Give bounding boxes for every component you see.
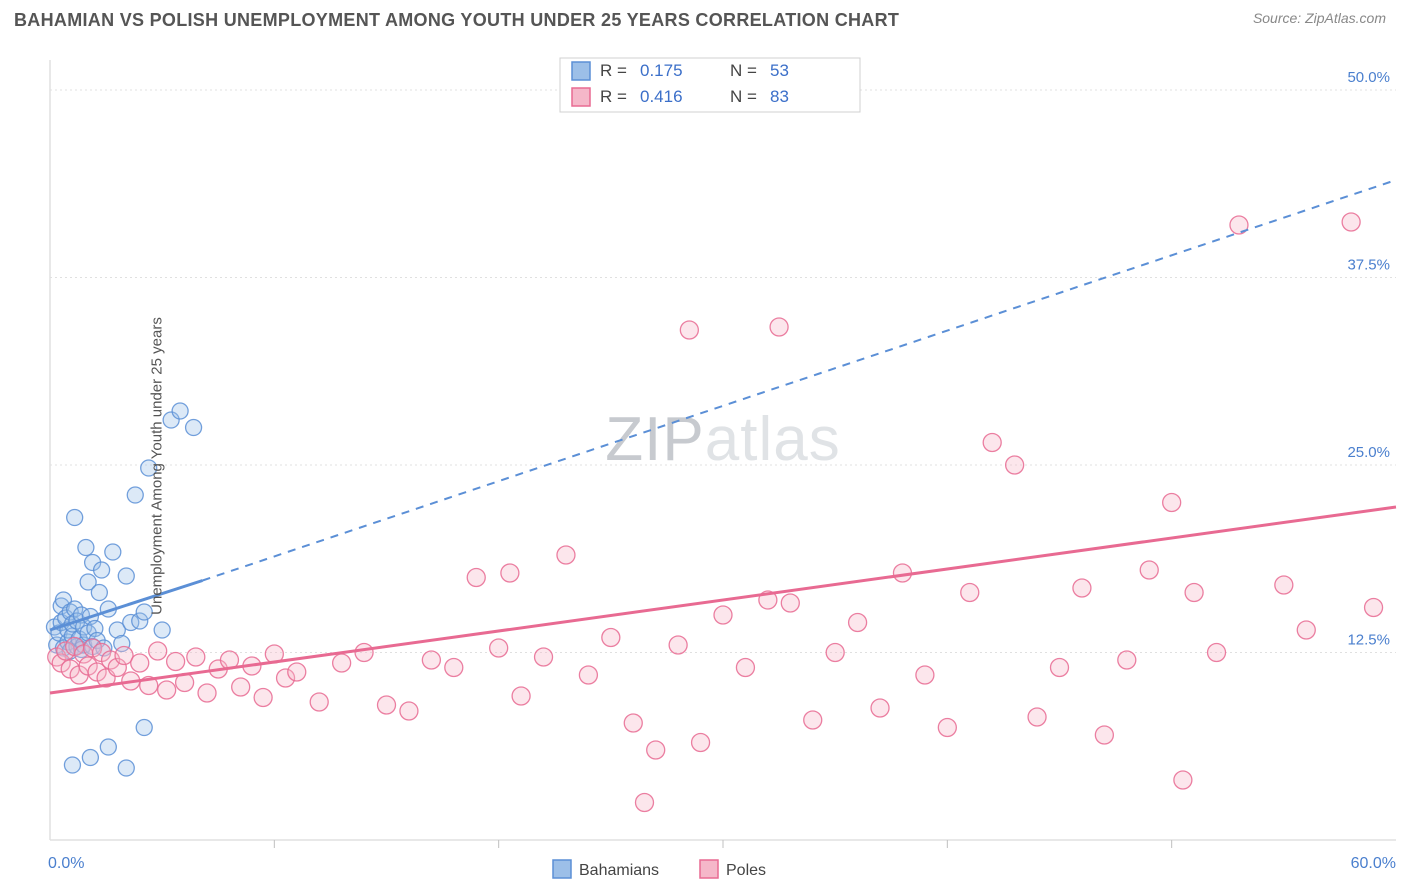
data-point-poles: [490, 639, 508, 657]
data-point-bahamians: [100, 739, 116, 755]
legend-bottom-label-bahamians: Bahamians: [579, 862, 659, 879]
data-point-poles: [149, 642, 167, 660]
data-point-poles: [1185, 584, 1203, 602]
data-point-poles: [938, 719, 956, 737]
data-point-poles: [680, 321, 698, 339]
data-point-bahamians: [154, 622, 170, 638]
data-point-poles: [1095, 726, 1113, 744]
chart-title: BAHAMIAN VS POLISH UNEMPLOYMENT AMONG YO…: [14, 10, 899, 31]
data-point-poles: [1140, 561, 1158, 579]
data-point-bahamians: [105, 544, 121, 560]
legend-r-label: R =: [600, 87, 627, 106]
data-point-bahamians: [67, 510, 83, 526]
data-point-poles: [254, 689, 272, 707]
data-point-poles: [1297, 621, 1315, 639]
data-point-poles: [333, 654, 351, 672]
legend-swatch-bahamians: [572, 62, 590, 80]
data-point-poles: [961, 584, 979, 602]
data-point-poles: [871, 699, 889, 717]
data-point-poles: [422, 651, 440, 669]
legend-n-label: N =: [730, 87, 757, 106]
data-point-poles: [1174, 771, 1192, 789]
data-point-bahamians: [91, 585, 107, 601]
data-point-bahamians: [127, 487, 143, 503]
data-point-bahamians: [118, 568, 134, 584]
data-point-poles: [714, 606, 732, 624]
data-point-bahamians: [64, 757, 80, 773]
data-point-poles: [579, 666, 597, 684]
data-point-poles: [781, 594, 799, 612]
data-point-poles: [983, 434, 1001, 452]
data-point-poles: [602, 629, 620, 647]
scatter-plot: 12.5% 25.0% 37.5% 50.0% ZIPatlas R = 0.175 N = 5…: [0, 40, 1406, 892]
data-point-bahamians: [118, 760, 134, 776]
x-axis-end-label: 60.0%: [1351, 855, 1396, 872]
data-point-poles: [378, 696, 396, 714]
data-point-poles: [310, 693, 328, 711]
data-point-poles: [692, 734, 710, 752]
legend-r-value-poles: 0.416: [640, 87, 683, 106]
data-point-poles: [826, 644, 844, 662]
legend-n-value-poles: 83: [770, 87, 789, 106]
data-point-poles: [1163, 494, 1181, 512]
chart-source: Source: ZipAtlas.com: [1253, 10, 1386, 26]
data-point-poles: [131, 654, 149, 672]
data-point-poles: [1275, 576, 1293, 594]
data-point-poles: [849, 614, 867, 632]
data-point-poles: [736, 659, 754, 677]
data-point-poles: [624, 714, 642, 732]
data-point-poles: [445, 659, 463, 677]
data-point-poles: [467, 569, 485, 587]
x-axis-start-label: 0.0%: [48, 855, 84, 872]
data-point-poles: [512, 687, 530, 705]
watermark: ZIPatlas: [605, 405, 840, 474]
data-point-poles: [501, 564, 519, 582]
data-point-poles: [1006, 456, 1024, 474]
chart-container: Unemployment Among Youth under 25 years …: [0, 40, 1406, 892]
legend-bottom-label-poles: Poles: [726, 862, 766, 879]
data-point-poles: [669, 636, 687, 654]
legend-bottom-swatch-poles: [700, 860, 718, 878]
legend-swatch-poles: [572, 88, 590, 106]
data-point-poles: [187, 648, 205, 666]
y-axis-label: Unemployment Among Youth under 25 years: [148, 317, 165, 615]
data-point-poles: [1051, 659, 1069, 677]
data-point-poles: [916, 666, 934, 684]
data-point-poles: [804, 711, 822, 729]
y-tick-label: 25.0%: [1347, 444, 1390, 461]
y-tick-label: 37.5%: [1347, 257, 1390, 274]
data-point-poles: [1073, 579, 1091, 597]
data-point-poles: [1208, 644, 1226, 662]
legend-n-label: N =: [730, 61, 757, 80]
legend-n-value-bahamians: 53: [770, 61, 789, 80]
data-point-poles: [647, 741, 665, 759]
data-point-bahamians: [186, 420, 202, 436]
data-point-poles: [635, 794, 653, 812]
data-point-poles: [1365, 599, 1383, 617]
data-point-poles: [400, 702, 418, 720]
y-tick-label: 12.5%: [1347, 632, 1390, 649]
data-point-bahamians: [82, 750, 98, 766]
data-point-poles: [557, 546, 575, 564]
data-point-poles: [198, 684, 216, 702]
data-point-bahamians: [136, 720, 152, 736]
data-point-poles: [232, 678, 250, 696]
data-point-poles: [535, 648, 553, 666]
data-point-poles: [770, 318, 788, 336]
legend-r-label: R =: [600, 61, 627, 80]
data-point-poles: [355, 644, 373, 662]
data-point-poles: [167, 653, 185, 671]
y-tick-label: 50.0%: [1347, 69, 1390, 86]
data-point-poles: [158, 681, 176, 699]
data-point-bahamians: [172, 403, 188, 419]
data-point-bahamians: [78, 540, 94, 556]
legend-bottom-swatch-bahamians: [553, 860, 571, 878]
legend-r-value-bahamians: 0.175: [640, 61, 683, 80]
data-point-poles: [288, 663, 306, 681]
trend-line-dash-bahamians: [203, 180, 1396, 581]
data-point-poles: [1342, 213, 1360, 231]
data-point-bahamians: [94, 562, 110, 578]
data-point-poles: [1118, 651, 1136, 669]
data-point-poles: [1028, 708, 1046, 726]
